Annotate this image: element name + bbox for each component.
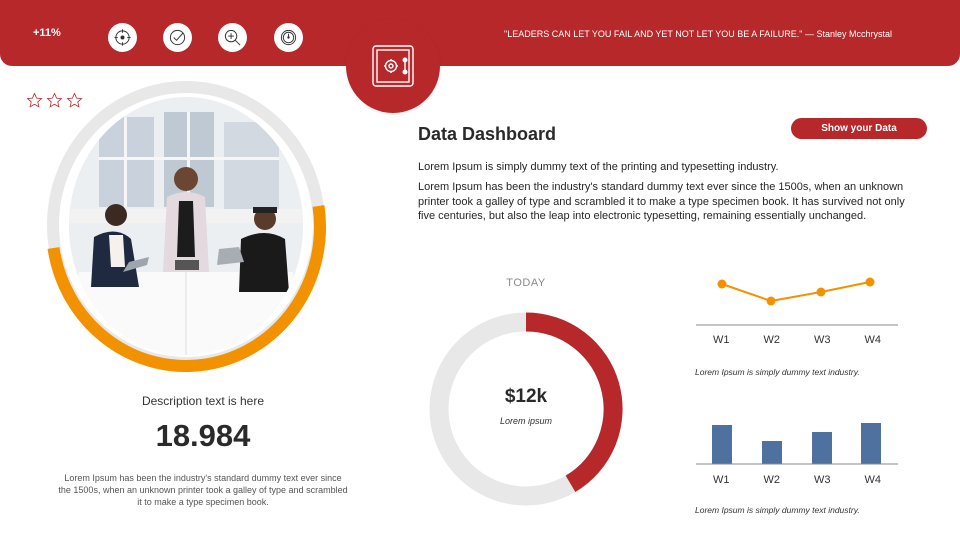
photo-illustration: [69, 97, 303, 355]
check-button[interactable]: [163, 23, 192, 52]
big-stat-number: 18.984: [155, 418, 251, 453]
bar-chart: [696, 420, 898, 465]
zoom-in-icon: [224, 29, 241, 46]
line-chart-caption: Lorem Ipsum is simply dummy text industr…: [695, 367, 860, 377]
star-icon: [26, 92, 43, 108]
star-icon: [66, 92, 83, 108]
page-title: Data Dashboard: [418, 124, 557, 144]
header-bar: +11% "LEADERS CAN LET YOU FAIL AND YET N…: [0, 0, 960, 66]
line-chart-x-axis: W1 W2 W3 W4: [696, 334, 898, 346]
x-tick: W4: [864, 334, 882, 346]
x-tick: W3: [814, 334, 831, 346]
line-chart: [696, 270, 898, 328]
x-tick: W4: [864, 474, 882, 486]
description-label: Description text is here: [141, 394, 265, 408]
header-quote: "LEADERS CAN LET YOU FAIL AND YET NOT LE…: [504, 29, 893, 39]
safe-icon: [372, 45, 414, 87]
stat-percent: +11%: [33, 27, 61, 39]
team-meeting-photo: [69, 97, 303, 355]
intro-text-1: Lorem Ipsum is simply dummy text of the …: [418, 161, 779, 173]
x-tick: W1: [713, 474, 730, 486]
x-tick: W2: [763, 474, 781, 486]
target-button[interactable]: [108, 23, 137, 52]
clock-icon: [280, 29, 297, 46]
x-tick: W1: [713, 334, 730, 346]
safe-badge: [346, 19, 440, 113]
donut-value: $12k: [504, 386, 548, 407]
donut-chart: [429, 312, 623, 506]
show-data-button[interactable]: Show your Data: [791, 118, 927, 139]
x-tick: W3: [814, 474, 831, 486]
bar-chart-caption: Lorem Ipsum is simply dummy text industr…: [695, 505, 860, 515]
bar-chart-x-axis: W1 W2 W3 W4: [696, 474, 898, 486]
x-tick: W2: [763, 334, 781, 346]
clock-button[interactable]: [274, 23, 303, 52]
donut-sublabel: Lorem ipsum: [499, 416, 553, 426]
intro-text-2: Lorem Ipsum has been the industry's stan…: [418, 181, 905, 222]
donut-label: TODAY: [506, 277, 546, 289]
zoom-in-button[interactable]: [218, 23, 247, 52]
rating-stars: [26, 92, 83, 109]
target-icon: [114, 29, 131, 46]
star-icon: [46, 92, 63, 108]
check-circle-icon: [169, 29, 186, 46]
photo-progress-ring: [47, 81, 327, 372]
description-body: Lorem Ipsum has been the industry's stan…: [58, 473, 348, 507]
